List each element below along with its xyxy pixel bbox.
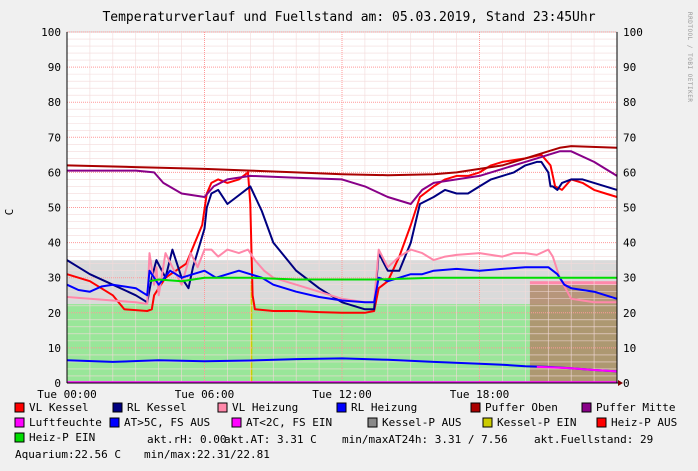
series-lines — [66, 145, 618, 384]
series-puffer-oben — [66, 145, 618, 177]
legend-label: VL Kessel — [29, 401, 89, 414]
y-tick-label-right: 0 — [623, 377, 630, 390]
legend-label: AT>5C, FS AUS — [124, 416, 210, 429]
y-tick-label-right: 100 — [623, 26, 643, 39]
legend-swatch — [581, 402, 592, 413]
legend-item: AT<2C, FS EIN — [231, 416, 332, 429]
rrdtool-credit: RRDTOOL / TOBI OETIKER — [686, 12, 693, 102]
x-tick-label: Tue 00:00 — [37, 388, 97, 401]
legend-item: AT>5C, FS AUS — [109, 416, 210, 429]
y-tick-label-right: 40 — [623, 237, 636, 250]
aquarium-minmax-text: min/max:22.31/22.81 — [144, 448, 270, 461]
y-tick-label: 80 — [48, 96, 61, 109]
legend-label: RL Heizung — [351, 401, 417, 414]
chart-title: Temperaturverlauf und Fuellstand am: 05.… — [102, 10, 595, 25]
legend-swatch — [596, 417, 607, 428]
minmax-at-text: min/maxAT24h: 3.31 / 7.56 — [342, 433, 508, 446]
y-tick-label-right: 90 — [623, 61, 636, 74]
legend-item: Kessel-P AUS — [367, 416, 461, 429]
aquarium-text: Aquarium:22.56 C — [15, 448, 121, 461]
legend-item: Heiz-P EIN — [14, 431, 95, 444]
series-at-2c-fs-ein — [536, 365, 618, 373]
legend-swatch — [217, 402, 228, 413]
y-axis-label: C — [3, 209, 16, 216]
legend-label: Kessel-P AUS — [382, 416, 461, 429]
legend-item: RL Kessel — [112, 401, 187, 414]
y-tick-label: 30 — [48, 272, 61, 285]
y-tick-label: 40 — [48, 237, 61, 250]
legend: VL Kessel RL Kessel VL Heizung RL Heizung Pu… — [14, 401, 677, 444]
legend-swatch — [112, 402, 123, 413]
y-tick-label-right: 20 — [623, 307, 636, 320]
footer-info: akt.rH: 0.00 akt.AT: 3.31 C min/maxAT24h… — [15, 433, 653, 461]
legend-label: Puffer Mitte — [596, 401, 675, 414]
y-tick-label-right: 60 — [623, 166, 636, 179]
akt-rh-text: akt.rH: 0.00 — [147, 433, 226, 446]
kessel-p-ein-area — [250, 281, 253, 383]
akt-at-text: akt.AT: 3.31 C — [224, 433, 317, 446]
y-tick-label: 10 — [48, 342, 61, 355]
tick-labels: 0 0 10 10 20 20 30 30 40 40 50 50 60 60 70 70 80 80 90 90 10… — [37, 26, 643, 401]
y-tick-label: 90 — [48, 61, 61, 74]
series-rl-kessel — [66, 160, 618, 311]
series-vl-heizung — [66, 248, 617, 305]
legend-swatch — [336, 402, 347, 413]
legend-swatch — [109, 417, 120, 428]
legend-item: Puffer Oben — [470, 401, 558, 414]
x-tick-label: Tue 18:00 — [450, 388, 510, 401]
y-tick-label-right: 80 — [623, 96, 636, 109]
x-tick-label: Tue 06:00 — [175, 388, 235, 401]
x-tick-label: Tue 12:00 — [312, 388, 372, 401]
y-tick-label-right: 50 — [623, 202, 636, 215]
series-rl-heizung — [66, 266, 618, 304]
legend-swatch — [14, 402, 25, 413]
legend-item: Puffer Mitte — [581, 401, 675, 414]
fuellstand-text: akt.Fuellstand: 29 — [534, 433, 653, 446]
legend-item: VL Heizung — [217, 401, 298, 414]
series-puffer-mitte — [67, 150, 618, 205]
legend-item: Heiz-P AUS — [596, 416, 677, 429]
y-tick-label: 60 — [48, 166, 61, 179]
axes — [66, 32, 623, 386]
y-tick-label: 100 — [41, 26, 61, 39]
legend-label: RL Kessel — [127, 401, 187, 414]
legend-swatch — [14, 417, 25, 428]
legend-swatch — [367, 417, 378, 428]
legend-item: VL Kessel — [14, 401, 89, 414]
y-tick-label: 20 — [48, 307, 61, 320]
heiz-p-aus-edge — [529, 281, 617, 285]
series-heiz-p-ein — [149, 276, 617, 283]
legend-swatch — [482, 417, 493, 428]
legend-item: Kessel-P EIN — [482, 416, 576, 429]
x-axis-arrow — [618, 380, 623, 386]
legend-label: VL Heizung — [232, 401, 298, 414]
y-tick-label: 0 — [54, 377, 61, 390]
y-tick-label: 70 — [48, 131, 61, 144]
y-tick-label-right: 70 — [623, 131, 636, 144]
legend-label: Puffer Oben — [485, 401, 558, 414]
legend-item: Luftfeuchte — [14, 416, 102, 429]
legend-item: RL Heizung — [336, 401, 417, 414]
legend-swatch — [231, 417, 242, 428]
y-tick-label-right: 30 — [623, 272, 636, 285]
legend-swatch — [470, 402, 481, 413]
legend-swatch — [14, 432, 25, 443]
legend-label: AT<2C, FS EIN — [246, 416, 332, 429]
legend-label: Kessel-P EIN — [497, 416, 576, 429]
y-tick-label: 50 — [48, 202, 61, 215]
legend-label: Heiz-P AUS — [611, 416, 677, 429]
legend-label: Heiz-P EIN — [29, 431, 95, 444]
legend-label: Luftfeuchte — [29, 416, 102, 429]
y-tick-label-right: 10 — [623, 342, 636, 355]
